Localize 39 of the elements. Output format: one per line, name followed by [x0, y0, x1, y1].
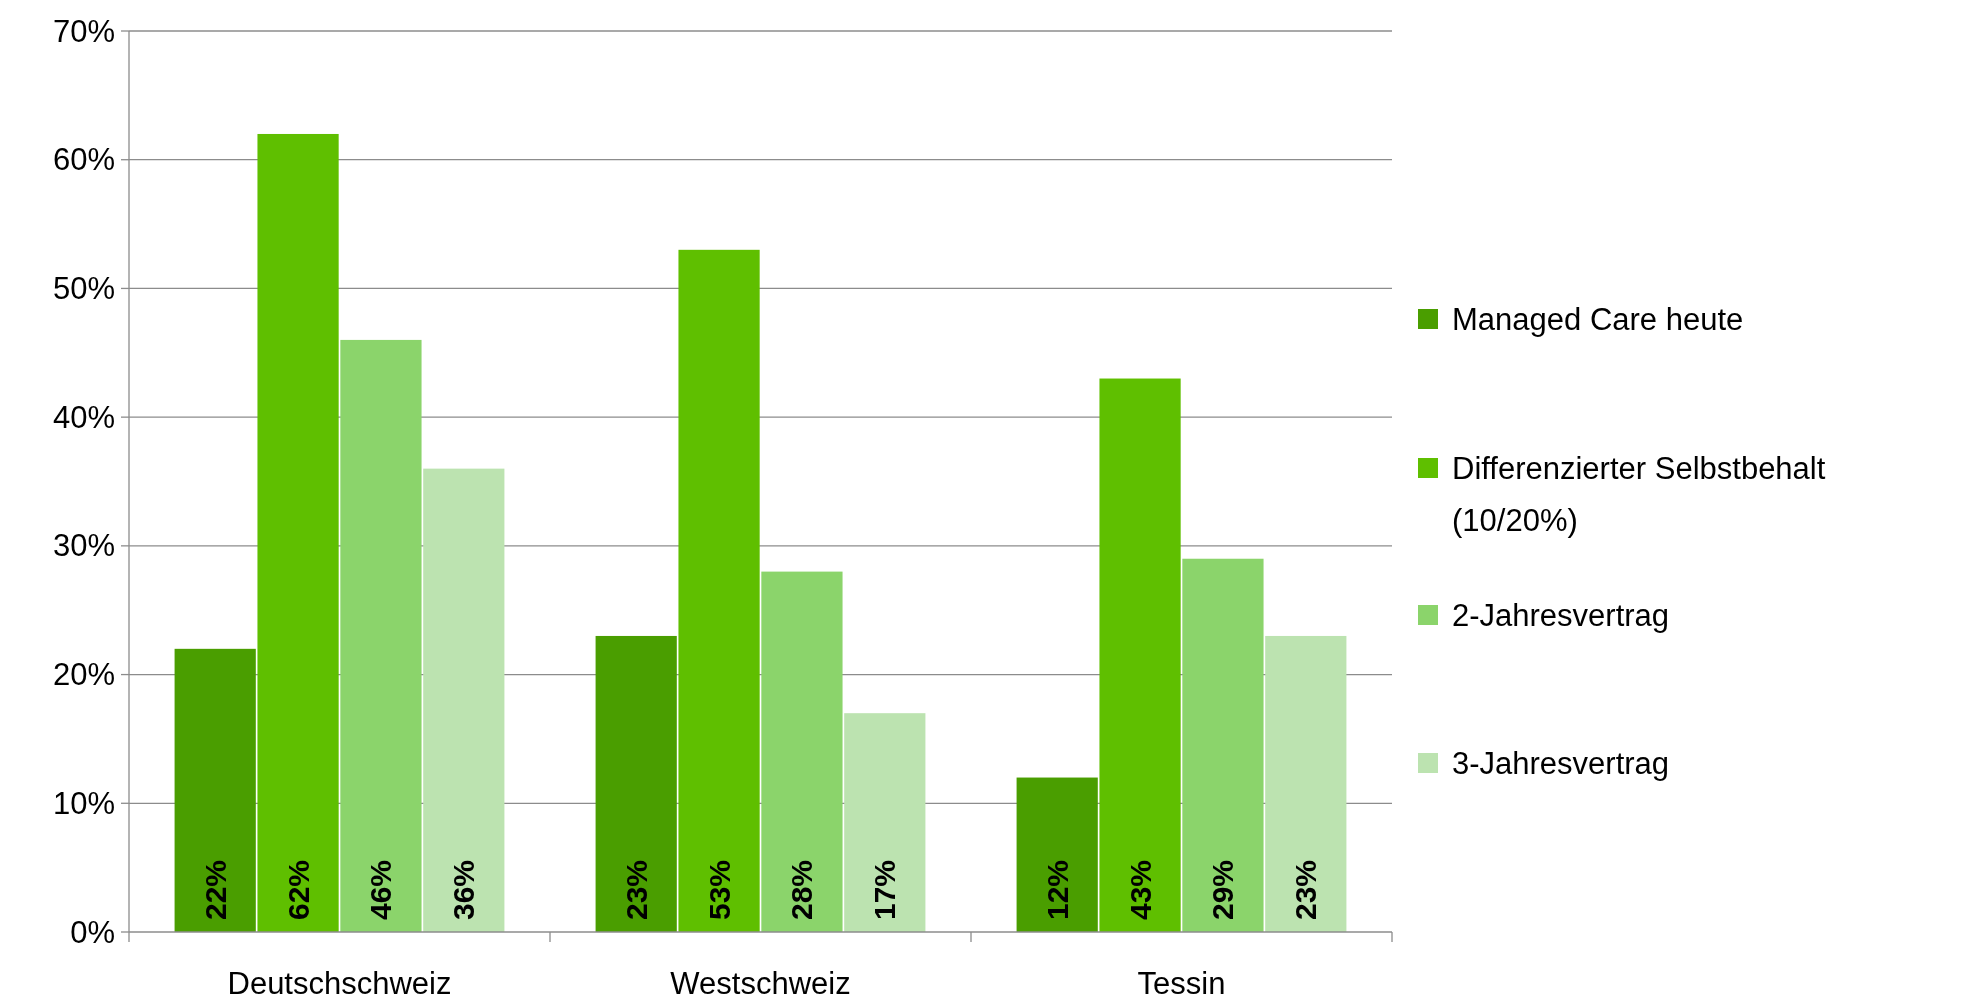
- data-label: 29%: [1206, 859, 1240, 920]
- bar: [257, 133, 339, 932]
- data-label: 23%: [619, 859, 653, 920]
- data-label: 28%: [785, 859, 819, 920]
- y-tick-label: 10%: [52, 785, 115, 821]
- x-tick-label: Westschweiz: [670, 966, 851, 1001]
- legend-label: 3-Jahresvertrag: [1452, 745, 1670, 781]
- bar: [423, 468, 505, 932]
- bar: [844, 713, 926, 932]
- legend-label: Differenzierter Selbstbehalt (10/20%): [1452, 450, 1826, 538]
- y-tick-label: 20%: [52, 657, 115, 693]
- bar: [1099, 378, 1181, 932]
- x-tick-label: Tessin: [1137, 966, 1226, 1001]
- bar: [595, 635, 677, 932]
- y-tick-label: 30%: [52, 528, 115, 564]
- bar: [1182, 558, 1264, 932]
- bar: [340, 339, 422, 932]
- bar: [761, 571, 843, 932]
- y-tick-label: 60%: [52, 142, 115, 178]
- y-tick-label: 0%: [70, 914, 115, 950]
- data-label: 43%: [1123, 859, 1157, 920]
- data-label: 23%: [1289, 859, 1323, 920]
- y-tick-label: 70%: [52, 13, 115, 49]
- y-tick-label: 40%: [52, 399, 115, 435]
- data-label: 53%: [702, 859, 736, 920]
- y-tick-label: 50%: [52, 270, 115, 306]
- bar: [174, 648, 256, 932]
- data-label: 36%: [447, 859, 481, 920]
- legend-label: 2-Jahresvertrag: [1452, 597, 1670, 633]
- bar: [1016, 777, 1098, 932]
- bar: [1265, 635, 1347, 932]
- data-label: 17%: [868, 859, 902, 920]
- data-label: 46%: [364, 859, 398, 920]
- data-label: 12%: [1040, 859, 1074, 920]
- x-tick-label: Deutschschweiz: [227, 966, 452, 1001]
- data-label: 62%: [281, 859, 315, 920]
- legend-label: Managed Care heute: [1452, 301, 1744, 337]
- data-label: 22%: [198, 859, 232, 920]
- bar: [678, 249, 760, 932]
